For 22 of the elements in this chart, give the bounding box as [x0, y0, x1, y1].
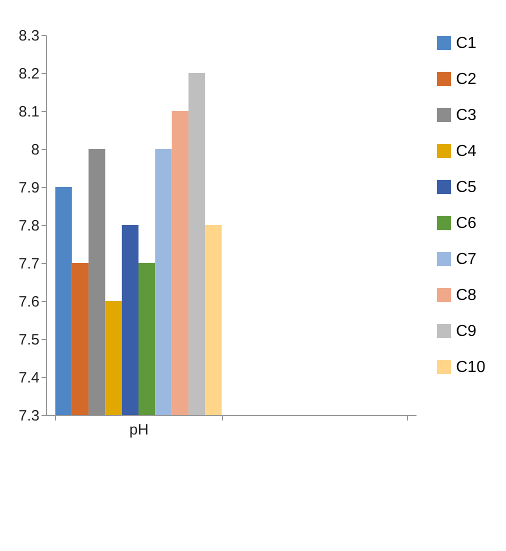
legend-label: C4 — [456, 143, 477, 160]
legend-label: C9 — [456, 323, 477, 340]
y-tick-label: 8.2 — [18, 66, 40, 82]
legend-label: C8 — [456, 287, 477, 304]
legend-label: C7 — [456, 251, 477, 268]
legend-label: C5 — [456, 179, 477, 196]
x-tick-label: pH — [129, 422, 149, 438]
y-tick-label: 7.8 — [18, 218, 40, 234]
y-tick-label: 7.3 — [18, 408, 40, 424]
legend-label: C10 — [456, 359, 486, 376]
legend-label: C1 — [456, 35, 477, 52]
y-tick-label: 7.4 — [18, 370, 40, 386]
y-tick-label: 7.7 — [18, 256, 40, 272]
y-tick-label: 7.6 — [18, 294, 40, 310]
y-tick-label: 8.3 — [18, 28, 40, 44]
y-tick-label: 8 — [31, 142, 40, 158]
legend-label: C2 — [456, 71, 477, 88]
y-tick-label: 7.9 — [18, 180, 40, 196]
legend-label: C6 — [456, 215, 477, 232]
legend-label: C3 — [456, 107, 477, 124]
y-tick-label: 7.5 — [18, 332, 40, 348]
y-tick-label: 8.1 — [18, 104, 40, 120]
